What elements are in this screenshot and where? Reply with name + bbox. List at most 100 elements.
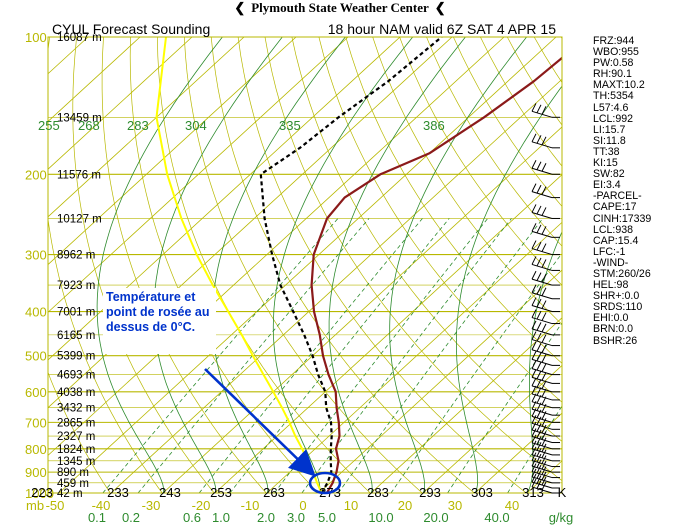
height-label: 7001 m [57,307,95,319]
mixing-ratio-line [390,252,562,493]
temperature-trace [310,56,562,493]
kelvin-tick-label: 303 [471,485,493,500]
height-label: 2865 m [57,417,95,429]
isotherm-line [48,37,401,361]
mixing-ratio-line [338,218,544,493]
height-label: 7923 m [57,280,95,292]
wind-barb-icon [531,478,560,494]
wind-barb-icon [531,256,560,271]
annotation-note: Température et point de rosée au dessus … [103,288,216,354]
index-item: KI:15 [593,157,618,170]
kelvin-tick-label: 253 [210,485,232,500]
mixing-ratio-line [198,218,423,493]
isotherm-line [318,269,562,493]
height-label: 459 m [57,478,89,490]
isotherm-line [110,78,562,493]
header-arrow-left-icon: ❮ [234,0,246,15]
annotation-pointer [204,368,342,495]
wind-barb-icon [531,331,560,347]
index-item: FRZ:944 [593,35,635,47]
wind-barb-icon [531,351,560,366]
dry-adiabat-line [101,37,267,493]
axis-labels: CYUL Forecast Sounding 18 hour NAM valid … [25,21,573,525]
index-item: SI:11.8 [593,134,626,147]
theta-label: 268 [78,118,100,133]
mixing-ratio-line [507,405,562,493]
index-item: STM:260/26 [593,267,651,280]
dry-adiabat-line [210,37,475,493]
theta-label: 335 [279,118,301,133]
dry-adiabat-line [426,37,562,247]
pressure-tick-label: 1000 [25,486,54,501]
mixing-ratio-tick-label: 0.2 [122,510,140,525]
wind-barb-icon [531,341,560,357]
kelvin-unit-label: K [558,485,567,500]
isotherm-line [58,37,557,493]
kelvin-tick-label: 263 [263,485,285,500]
height-label: 6165 m [57,330,95,342]
index-item: PW:0.58 [593,57,634,70]
index-item: CAPE:17 [593,201,637,214]
pressure-tick-label: 800 [25,442,47,457]
pressure-tick-label: 600 [25,385,47,400]
index-item: EI:3.4 [593,179,621,192]
dry-adiabat-line [372,37,562,325]
theta-label: 304 [185,118,207,133]
pressure-tick-label: 300 [25,248,47,263]
index-item: CINH:17339 [593,212,652,225]
index-item: BSHR:26 [593,334,638,347]
wind-barb-icon [531,440,560,456]
index-item: CAP:15.4 [593,234,639,247]
annotation-circle [308,471,342,495]
isotherm-line [266,221,562,493]
wind-barb-icon [531,452,560,468]
mixing-ratio-line [447,322,562,493]
dry-adiabat-line [72,37,215,493]
pressure-tick-label: 500 [25,349,47,364]
theta-label: 386 [423,118,445,133]
index-item: -WIND- [593,256,629,269]
isotherm-line [162,126,562,493]
index-item: TH:5354 [593,90,634,103]
height-label: 8962 m [57,250,95,262]
wind-barb-icon [531,473,560,489]
dry-adiabat-line [345,37,562,364]
index-item: WBO:955 [593,46,639,59]
wind-barb-icon [531,360,560,376]
temperature-tick-label: -40 [92,498,111,513]
isotherm-line [48,37,245,218]
temperature-tick-label: -20 [192,498,211,513]
index-item: L57:4.6 [593,101,629,114]
index-item: SRDS:110 [593,301,643,314]
wind-barb-icon [531,309,560,325]
mixing-ratio-line [229,218,450,493]
index-item: LCL:938 [593,223,634,236]
index-item: LFC:-1 [593,245,626,258]
kelvin-tick-label: 243 [159,485,181,500]
isotherm-line [214,174,562,493]
height-label: 2327 m [57,431,95,443]
plot-frame [47,36,563,494]
index-item: MAXT:10.2 [593,79,645,92]
wind-barb-icon [531,428,560,444]
wind-barb-icon [531,468,560,484]
dry-adiabat-line [291,37,562,442]
index-item: BRN:0.0 [593,323,634,336]
index-item: EHI:0.0 [593,312,629,325]
sounding-indices: FRZ:944 WBO:955 PW:0.58 RH:90.1 MAXT:10.2 TH:… [593,35,679,347]
plot-background [48,37,562,493]
mixing-ratio-unit-label: g/kg [549,510,574,525]
moist-adiabat-line [328,37,466,493]
mixing-ratio-tick-label: 0.6 [183,510,201,525]
grid-lines [48,37,562,493]
index-item: HEL:98 [593,279,629,292]
height-label: 10127 m [57,213,102,225]
kelvin-tick-label: 293 [419,485,441,500]
wind-barb-icon [531,240,560,256]
height-label: 4038 m [57,387,95,399]
mixing-ratio-line [102,218,339,493]
temperature-tick-label: -50 [46,498,65,513]
wind-barb-icon [531,463,560,479]
pressure-tick-label: 700 [25,415,47,430]
mixing-ratio-tick-label: 3.0 [287,510,305,525]
